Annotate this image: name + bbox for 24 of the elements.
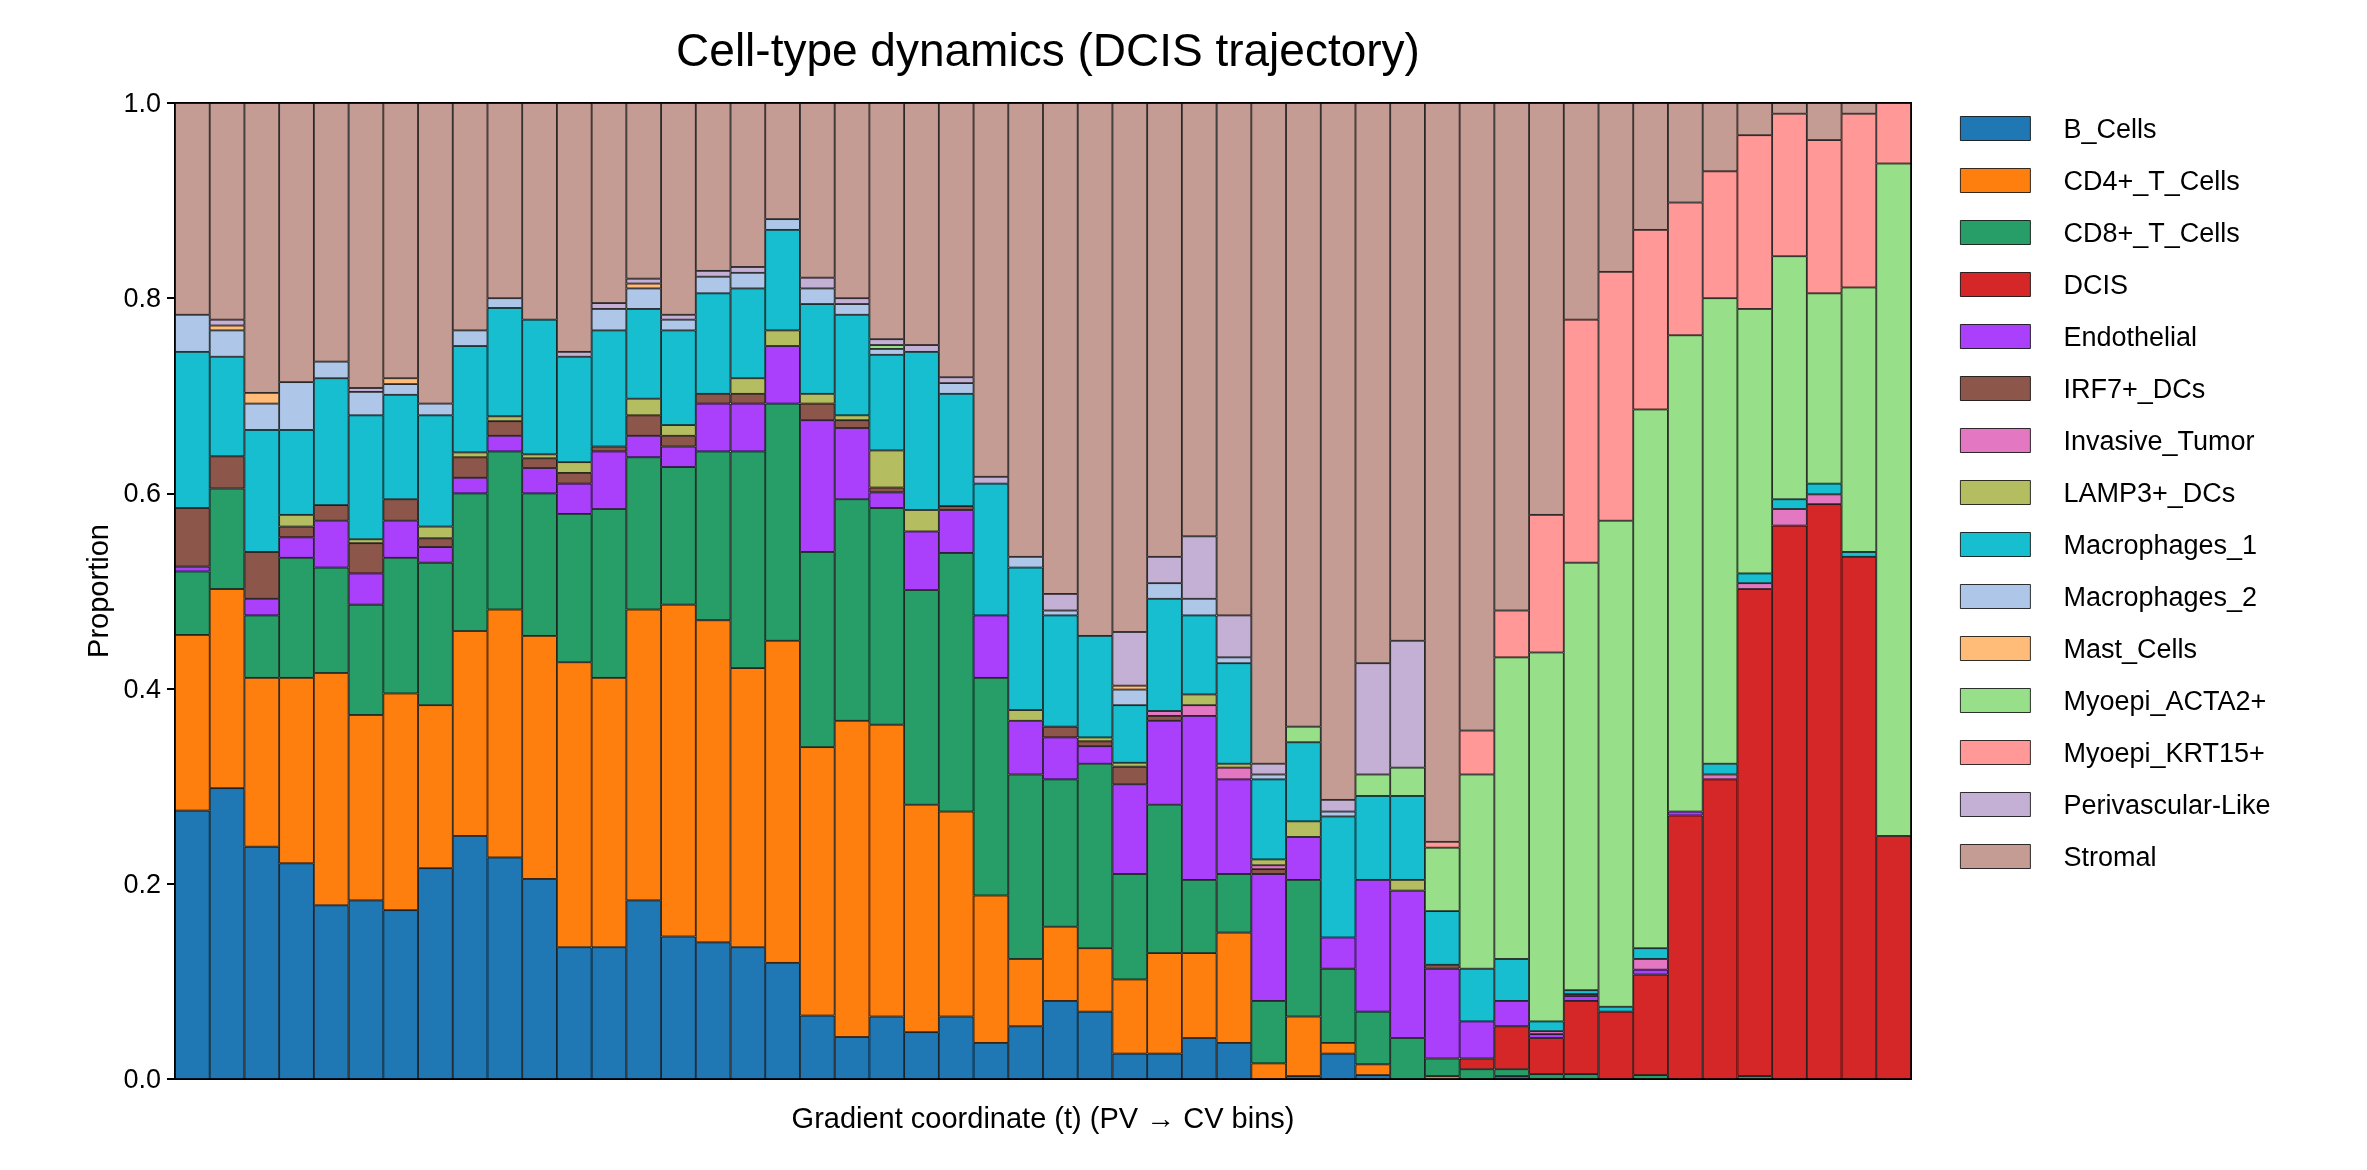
legend-label: CD8+_T_Cells [2063,217,2240,248]
legend-label: Mast_Cells [2063,633,2197,664]
y-tick-label: 0.0 [123,1064,161,1094]
legend-label: B_Cells [2063,113,2157,144]
legend-label: DCIS [2063,269,2128,300]
legend-label: Perivascular-Like [2063,789,2271,820]
legend-label: Macrophages_1 [2063,529,2258,560]
legend-label: Myoepi_ACTA2+ [2063,685,2267,716]
legend-label: CD4+_T_Cells [2063,165,2240,196]
y-tick-label: 0.2 [123,868,161,899]
x-axis-title: Gradient coordinate (t) (PV → CV bins) [791,1101,1295,1134]
legend-label: Endothelial [2063,321,2198,352]
y-tick-label: 0.4 [123,673,161,704]
legend-label: Macrophages_2 [2063,581,2258,612]
legend-label: IRF7+_DCs [2063,373,2206,404]
y-tick-label: 1.0 [123,88,161,118]
chart-title: Cell-type dynamics (DCIS trajectory) [676,24,1420,76]
legend-label: Invasive_Tumor [2063,425,2255,456]
legend-label: Stromal [2063,841,2157,872]
y-tick-label: 0.6 [123,478,161,509]
y-tick-label: 0.8 [123,283,161,314]
legend-label: LAMP3+_DCs [2063,477,2236,508]
y-axis-title: Proportion [82,524,115,658]
legend-label: Myoepi_KRT15+ [2063,737,2265,768]
